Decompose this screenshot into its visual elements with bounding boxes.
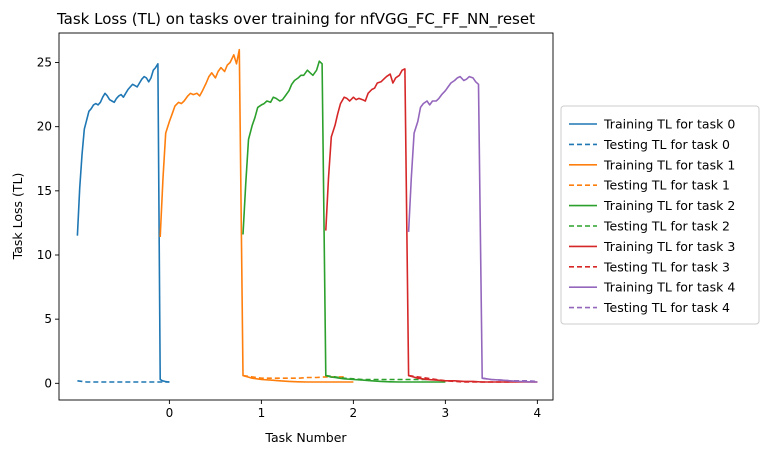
series-layer xyxy=(76,48,538,383)
y-tick-label: 25 xyxy=(37,56,52,70)
y-tick-label: 15 xyxy=(37,184,52,198)
legend-label: Training TL for task 0 xyxy=(603,117,735,132)
x-tick-label: 1 xyxy=(258,406,266,420)
legend-entries: Training TL for task 0 Testing TL for tas… xyxy=(569,117,735,315)
legend-label: Training TL for task 3 xyxy=(603,239,735,254)
series-line-task0-testing xyxy=(77,380,170,383)
x-axis-ticks: 0 1 2 3 4 xyxy=(166,400,542,420)
series-line-task0-training xyxy=(76,63,170,383)
x-tick-label: 2 xyxy=(350,406,358,420)
y-axis-label: Task Loss (TL) xyxy=(10,173,25,261)
series-line-task2-training xyxy=(242,60,446,383)
plot-area: 0 1 2 3 4 0 5 10 15 20 25 xyxy=(37,32,554,420)
series-line-task3-testing xyxy=(408,374,510,383)
x-tick-label: 3 xyxy=(442,406,450,420)
y-tick-label: 5 xyxy=(44,312,52,326)
y-tick-label: 0 xyxy=(44,376,52,390)
legend-label: Training TL for task 1 xyxy=(603,157,735,172)
legend-label: Training TL for task 4 xyxy=(603,280,735,295)
series-line-task4-testing xyxy=(482,377,538,383)
y-axis-ticks: 0 5 10 15 20 25 xyxy=(37,56,59,390)
x-tick-label: 0 xyxy=(166,406,174,420)
series-line-task1-testing xyxy=(242,374,345,379)
chart-title: Task Loss (TL) on tasks over training fo… xyxy=(56,10,535,29)
legend-label: Testing TL for task 4 xyxy=(603,300,730,315)
legend-label: Testing TL for task 2 xyxy=(603,219,730,234)
plot-frame xyxy=(58,32,554,401)
y-tick-label: 10 xyxy=(37,248,52,262)
series-line-task2-testing xyxy=(325,374,427,381)
series-line-task1-training xyxy=(159,48,354,383)
x-tick-label: 4 xyxy=(534,406,542,420)
legend-label: Testing TL for task 3 xyxy=(603,259,730,274)
series-line-task3-training xyxy=(325,68,538,383)
x-axis-label: Task Number xyxy=(264,430,347,445)
legend-label: Training TL for task 2 xyxy=(603,198,735,213)
legend-label: Testing TL for task 1 xyxy=(603,178,730,193)
legend-label: Testing TL for task 0 xyxy=(603,137,730,152)
legend: Training TL for task 0 Testing TL for tas… xyxy=(560,105,760,325)
y-tick-label: 20 xyxy=(37,120,52,134)
legend-frame xyxy=(560,105,760,325)
